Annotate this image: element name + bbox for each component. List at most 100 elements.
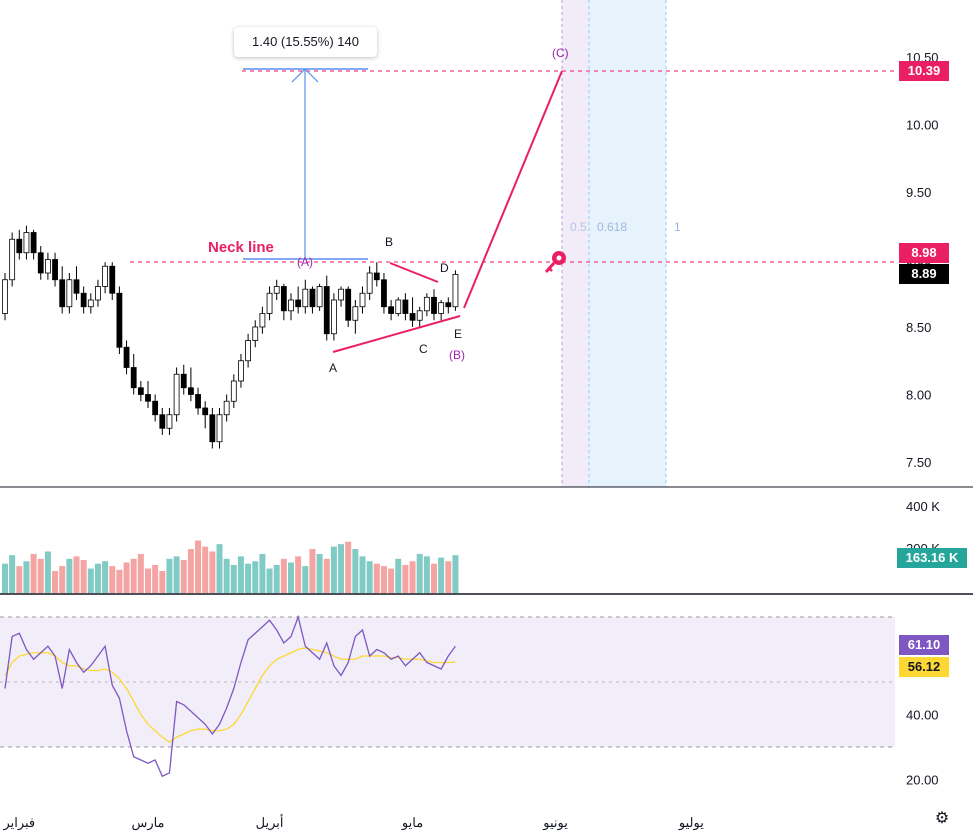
time-tick-label: يونيو [542,815,568,831]
candle-body [280,286,287,312]
candle-body [388,306,395,314]
candle-body [23,232,30,254]
volume-tag: 163.16 K [897,548,967,568]
volume-bar [402,564,409,593]
candle-body [209,414,216,443]
candle-body [416,310,423,321]
volume-bar [23,561,30,593]
volume-bar [409,561,416,593]
candle-body [166,414,173,429]
volume-bar [352,549,359,593]
wave-label-c: C [419,342,428,356]
candle-body [273,286,280,294]
candle-body [109,265,116,294]
candle-body [45,259,51,274]
volume-bar [416,553,423,593]
volume-bar [438,557,445,593]
candle-body [2,279,8,314]
volume-bar [116,569,123,593]
candle-body [145,394,151,402]
volume-bar [130,558,137,593]
candle-body [345,288,352,321]
wave-label-a-paren: (A) [297,255,313,269]
wave-label-e: E [454,327,462,341]
volume-bar [259,553,266,593]
volume-bar [187,549,194,593]
triangle-lower-line[interactable] [332,315,461,353]
rsi-tick-label: 40.00 [906,708,939,723]
candle-body [359,292,366,308]
candle-body [30,232,37,254]
candle-body [266,292,273,314]
candle-body [259,313,266,328]
volume-bar [87,568,94,593]
candle-body [130,367,137,389]
candle-body [73,279,80,294]
volume-bar [323,558,330,593]
volume-bar [166,558,173,593]
measure-label: 1.40 (15.55%) 140 [234,27,377,57]
volume-bar [452,555,459,593]
candle-body [452,273,459,308]
rsi-value-tag: 61.10 [899,635,949,655]
candle-body [216,414,223,443]
key-icon[interactable] [544,251,566,273]
volume-bar [44,551,51,593]
fib-label-0-618: 0.618 [597,220,627,234]
volume-bar [173,556,180,593]
volume-bar [359,556,366,593]
candle-body [66,279,73,308]
candle-body [116,292,123,348]
triangle-upper-line[interactable] [389,262,439,283]
volume-bar [159,571,166,593]
candle-body [16,238,23,254]
volume-bar [202,546,209,593]
volume-bar [52,571,59,593]
volume-bar [216,544,223,593]
volume-bar [373,563,380,593]
volume-bar [109,566,116,593]
volume-bar [338,544,345,593]
volume-bar [345,541,352,593]
volume-bar [445,561,452,593]
volume-bar [330,546,337,593]
candle-body [395,299,402,314]
price-tick-label: 10.00 [906,118,939,133]
candle-body [352,306,359,321]
volume-bar [395,558,402,593]
fib-label-1: 1 [674,220,681,234]
volume-bar [273,564,280,593]
volume-bar [380,566,387,593]
candle-body [245,340,252,362]
volume-tick-label: 400 K [906,499,940,514]
time-tick-label: مارس [131,815,164,831]
candle-body [381,279,387,308]
projection-line[interactable] [463,70,563,309]
volume-bar [195,540,202,593]
volume-bar [245,563,252,593]
time-tick-label: مايو [401,815,423,831]
last-price-tag: 8.89 [899,264,949,284]
volume-bar [316,553,323,593]
wave-label-a: A [329,361,337,375]
volume-bars [2,540,459,593]
price-tick-label: 8.50 [906,320,931,335]
volume-bar [388,568,395,593]
candle-body [338,288,344,301]
fib-zone-purple [562,0,589,487]
candle-body [445,302,452,308]
candle-body [431,296,437,314]
volume-bar [230,564,237,593]
neckline-label: Neck line [208,239,274,256]
candle-body [309,288,316,308]
candles [2,225,459,449]
volume-bar [423,556,430,593]
wave-label-c-paren: (C) [552,46,569,60]
rsi-tick-label: 20.00 [906,773,939,788]
candle-body [230,380,237,402]
candle-body [223,400,230,416]
candle-body [288,299,294,312]
gear-icon[interactable]: ⚙ [934,810,950,827]
volume-bar [180,560,187,593]
